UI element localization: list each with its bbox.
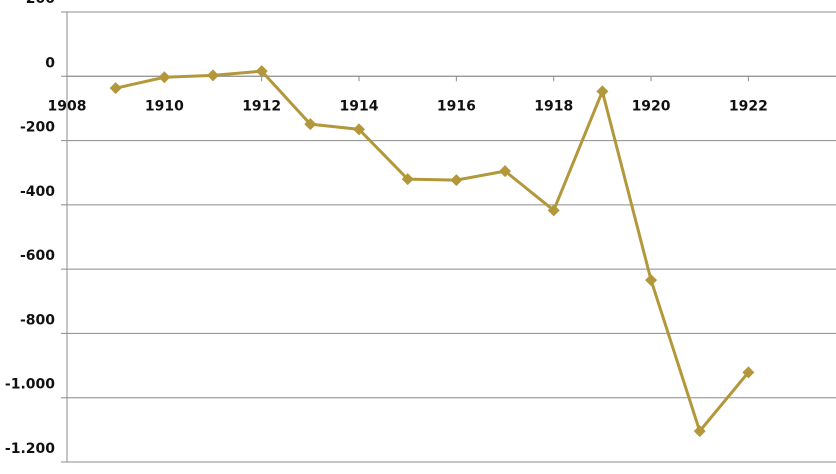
marker [450, 174, 463, 187]
marker [596, 85, 609, 98]
y-tick-label: -600 [20, 248, 55, 264]
y-tick-label: 0 [45, 55, 55, 71]
x-tick-label: 1910 [145, 98, 184, 114]
marker [109, 82, 122, 95]
y-tick-label: -200 [20, 120, 55, 136]
x-tick-label: 1918 [534, 98, 573, 114]
x-tick-label: 1912 [242, 98, 281, 114]
marker [304, 118, 317, 131]
x-tick-label: 1916 [437, 98, 476, 114]
marker [547, 204, 560, 217]
marker [693, 425, 706, 438]
marker [742, 366, 755, 379]
x-tick-label: 1920 [632, 98, 671, 114]
marker [255, 65, 268, 78]
y-tick-label: -800 [20, 312, 55, 328]
y-tick-label: 200 [26, 0, 55, 7]
marker [499, 165, 512, 178]
y-tick-label: -1.200 [5, 441, 55, 457]
x-tick-label: 1908 [48, 98, 87, 114]
marker [158, 71, 171, 84]
marker [401, 173, 414, 186]
marker [207, 69, 220, 82]
y-tick-label: -1.000 [5, 377, 55, 393]
x-tick-label: 1922 [729, 98, 768, 114]
y-tick-label: -400 [20, 184, 55, 200]
marker [353, 123, 366, 136]
line [115, 69, 750, 435]
x-tick-label: 1914 [340, 98, 379, 114]
marker [645, 274, 658, 287]
